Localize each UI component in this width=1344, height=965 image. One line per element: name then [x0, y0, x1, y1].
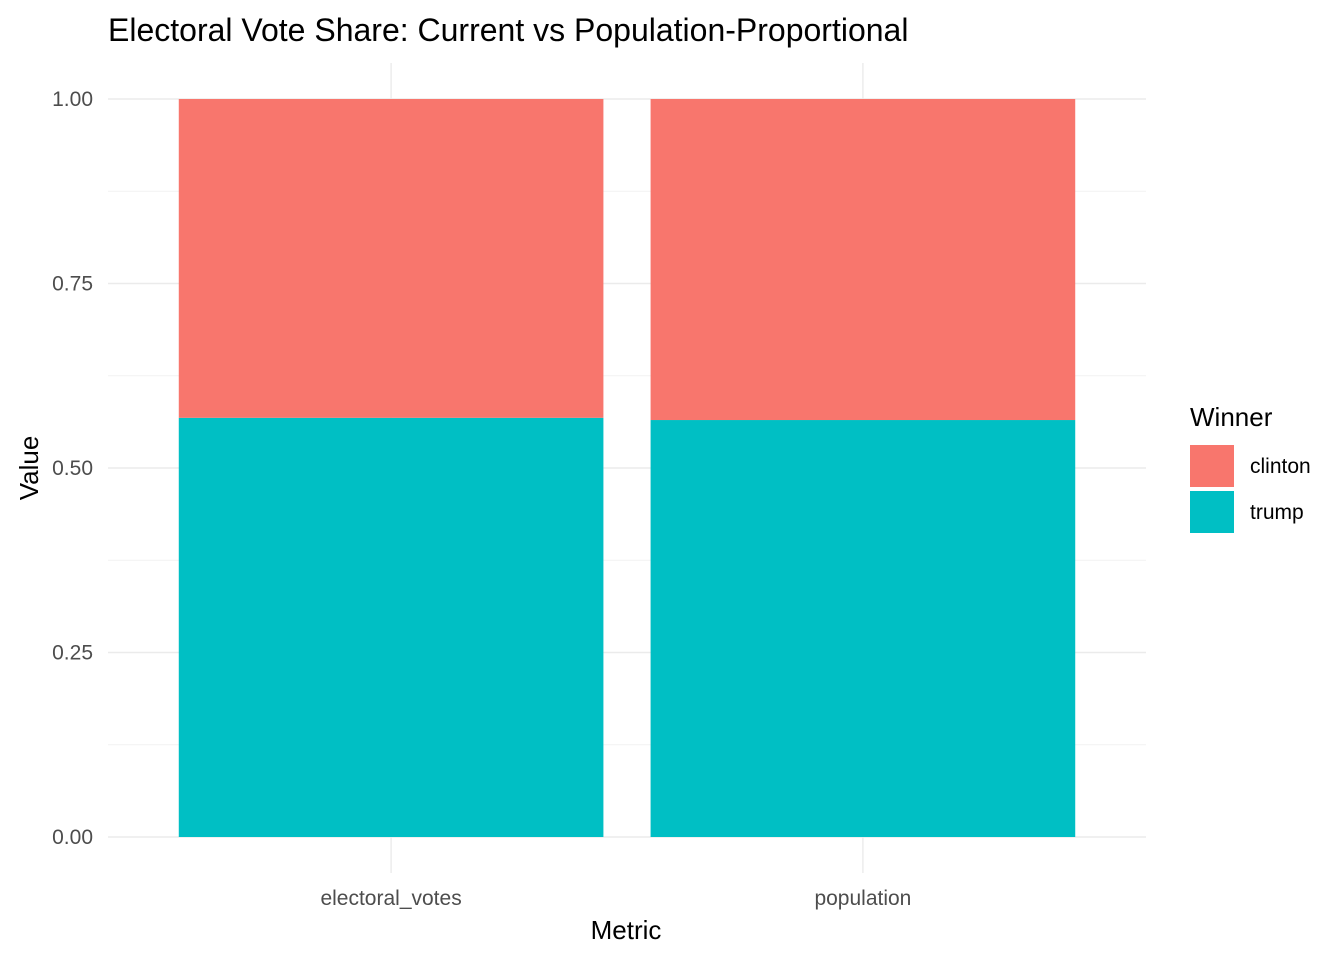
y-tick-label: 1.00 — [52, 88, 93, 111]
y-tick-label: 0.25 — [52, 642, 93, 665]
bar-clinton-electoral_votes — [178, 99, 604, 418]
bar-layer — [178, 99, 1076, 837]
y-tick-label: 0.50 — [52, 457, 93, 480]
legend-label-trump: trump — [1250, 501, 1304, 524]
legend-key-clinton — [1190, 445, 1234, 487]
bar-trump-electoral_votes — [178, 417, 604, 837]
bar-trump-population — [650, 420, 1076, 837]
axis-layer: 0.00 0.25 0.50 0.75 1.00 electoral_votes popul… — [52, 88, 911, 910]
y-tick-label: 0.00 — [52, 826, 93, 849]
y-tick-label: 0.75 — [52, 273, 93, 296]
chart-title: Electoral Vote Share: Current vs Populat… — [108, 12, 908, 48]
legend-label-clinton: clinton — [1250, 455, 1311, 478]
legend-key-trump — [1190, 491, 1234, 533]
x-tick-label: population — [814, 887, 911, 910]
x-axis-title: Metric — [591, 915, 662, 945]
legend-title: Winner — [1190, 402, 1273, 432]
legend: Winner clinton trump — [1190, 402, 1311, 533]
y-axis-title: Value — [14, 436, 44, 501]
bar-clinton-population — [650, 99, 1076, 421]
x-tick-label: electoral_votes — [320, 887, 461, 910]
